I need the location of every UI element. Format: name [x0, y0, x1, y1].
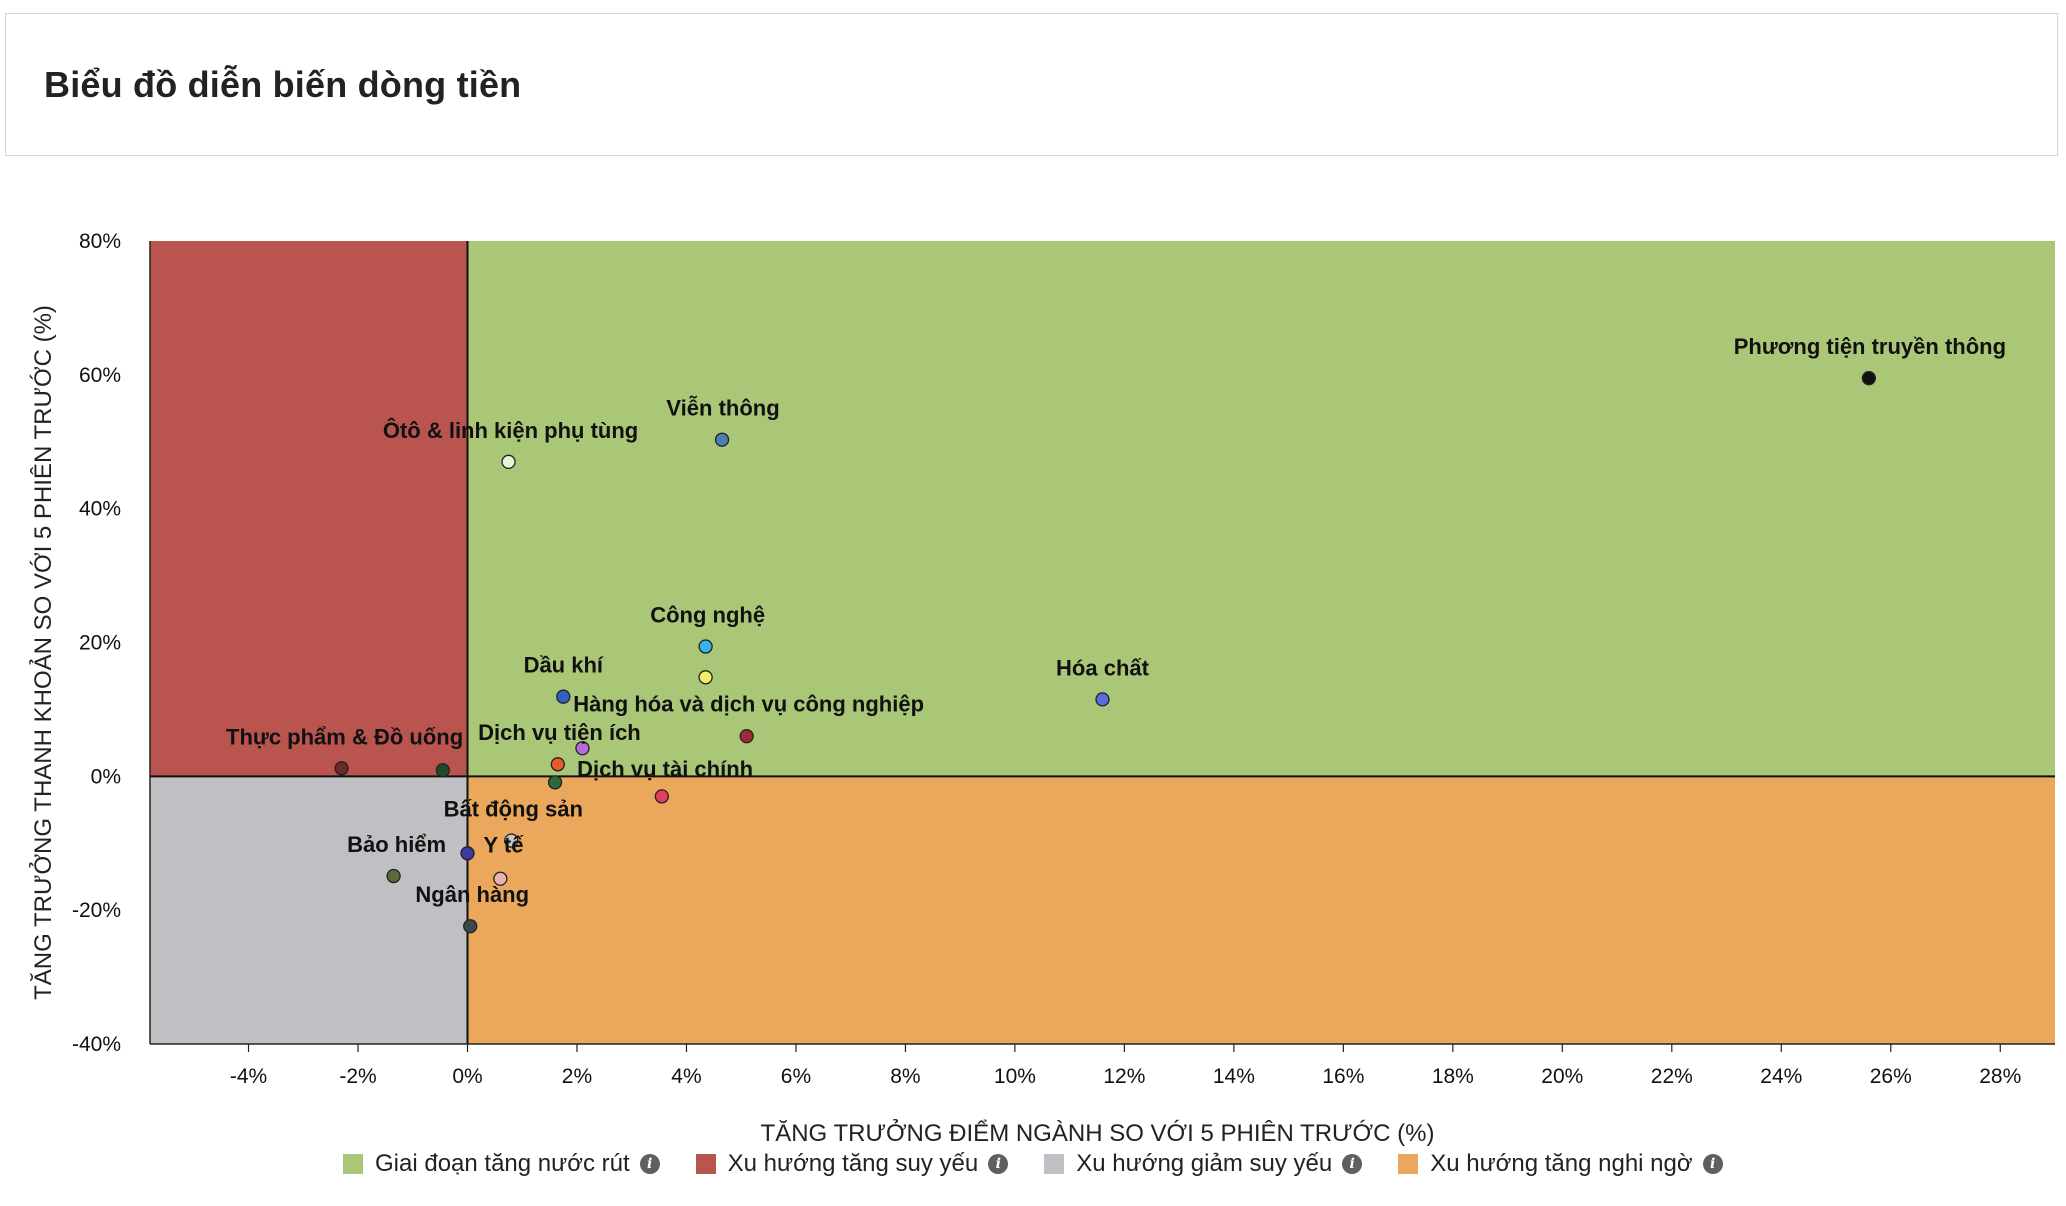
point-label: Bảo hiểm: [347, 832, 446, 857]
x-tick-label: 4%: [671, 1065, 701, 1088]
scatter-point[interactable]: [501, 454, 516, 469]
scatter-point[interactable]: [654, 789, 669, 804]
legend-label: Xu hướng tăng suy yếu: [727, 1150, 979, 1177]
point-label: Bất động sản: [444, 797, 583, 822]
x-tick-label: 2%: [562, 1065, 592, 1088]
legend-swatch: [695, 1154, 716, 1174]
x-tick-label: 10%: [994, 1065, 1036, 1088]
point-label: Thực phẩm & Đồ uống: [226, 724, 463, 749]
point-label: Dịch vụ tiện ích: [478, 720, 641, 745]
x-tick-label: 12%: [1103, 1065, 1145, 1088]
point-label: Phương tiện truyền thông: [1734, 334, 2006, 359]
x-axis-ticks: -4% -2% 0% 2% 4% 6% 8% 10% 12% 14% 16% 18% 20% 22% 24%…: [230, 1044, 2021, 1088]
scatter-point[interactable]: [550, 757, 565, 772]
legend-item-4[interactable]: Xu hướng tăng nghi ngờ i: [1398, 1150, 1723, 1178]
scatter-point[interactable]: [698, 639, 713, 654]
point-label: Dịch vụ tài chính: [577, 756, 753, 781]
scatter-point[interactable]: [463, 919, 478, 934]
scatter-point[interactable]: [1861, 371, 1877, 386]
page-title: Biểu đồ diễn biến dòng tiền: [44, 64, 522, 105]
legend-label: Xu hướng giảm suy yếu: [1076, 1150, 1333, 1177]
y-tick-label: 60%: [79, 364, 121, 387]
scatter-point[interactable]: [460, 846, 475, 861]
quadrant-3: [150, 776, 468, 1044]
x-tick-label: 24%: [1760, 1065, 1802, 1088]
point-label: Hàng hóa và dịch vụ công nghiệp: [573, 691, 924, 716]
x-tick-label: -4%: [230, 1065, 267, 1088]
quadrant-2: [150, 241, 468, 777]
info-icon[interactable]: i: [639, 1154, 660, 1174]
x-tick-label: 16%: [1322, 1065, 1364, 1088]
x-tick-label: 20%: [1541, 1065, 1583, 1088]
x-tick-label: 14%: [1213, 1065, 1255, 1088]
scatter-point[interactable]: [1095, 692, 1110, 707]
point-label: Dầu khí: [524, 653, 604, 678]
point-label: Ngân hàng: [415, 882, 529, 907]
x-axis-title: TĂNG TRƯỞNG ĐIỂM NGÀNH SO VỚI 5 PHIÊN TR…: [761, 1118, 1435, 1147]
scatter-point[interactable]: [435, 763, 451, 778]
legend-label: Xu hướng tăng nghi ngờ: [1430, 1150, 1693, 1177]
point-label: Viễn thông: [666, 396, 779, 421]
scatter-point[interactable]: [493, 871, 508, 886]
point-label: Công nghệ: [650, 603, 765, 628]
legend-item-2[interactable]: Xu hướng tăng suy yếu i: [695, 1150, 1009, 1178]
header-card: Biểu đồ diễn biến dòng tiền: [5, 13, 2058, 156]
chart-legend: Giai đoạn tăng nước rút i Xu hướng tăng su…: [343, 1150, 1759, 1178]
scatter-point[interactable]: [714, 432, 730, 447]
info-icon[interactable]: i: [1342, 1154, 1363, 1174]
y-tick-label: -40%: [72, 1033, 121, 1056]
legend-swatch: [343, 1154, 363, 1174]
legend-swatch: [1398, 1154, 1419, 1174]
y-tick-label: 20%: [79, 632, 121, 655]
legend-label: Giai đoạn tăng nước rút: [375, 1150, 630, 1177]
point-label: Hóa chất: [1056, 655, 1150, 680]
x-tick-label: 0%: [452, 1065, 482, 1088]
x-tick-label: 6%: [781, 1065, 811, 1088]
point-labels: Phương tiện truyền thông Viễn thông Ôtô & …: [226, 334, 2006, 907]
x-tick-label: 28%: [1979, 1065, 2021, 1088]
x-tick-label: 8%: [890, 1065, 920, 1088]
scatter-point[interactable]: [334, 761, 349, 776]
legend-item-3[interactable]: Xu hướng giảm suy yếu i: [1044, 1150, 1363, 1178]
x-tick-label: -2%: [339, 1065, 376, 1088]
y-axis-ticks: -40% -20% 0% 20% 40% 60% 80%: [72, 230, 121, 1056]
quadrant-1: [467, 241, 2055, 777]
scatter-point[interactable]: [575, 741, 590, 756]
y-tick-label: 0%: [91, 765, 121, 788]
point-label: Ôtô & linh kiện phụ tùng: [383, 418, 638, 443]
legend-swatch: [1044, 1154, 1065, 1174]
data-points: [334, 371, 1877, 934]
info-icon[interactable]: i: [988, 1154, 1009, 1174]
legend-item-1[interactable]: Giai đoạn tăng nước rút i: [343, 1150, 660, 1178]
info-icon[interactable]: i: [1702, 1154, 1723, 1174]
x-tick-label: 18%: [1432, 1065, 1474, 1088]
scatter-point[interactable]: [556, 689, 571, 704]
scatter-point[interactable]: [739, 729, 754, 744]
y-axis-title: TĂNG TRƯỞNG THANH KHOẢN SO VỚI 5 PHIÊN T…: [28, 305, 57, 1000]
x-tick-label: 22%: [1651, 1065, 1693, 1088]
y-tick-label: 80%: [79, 230, 121, 253]
scatter-point[interactable]: [698, 670, 713, 685]
y-tick-label: 40%: [79, 498, 121, 521]
quadrant-4: [467, 776, 2055, 1044]
scatter-point[interactable]: [386, 868, 401, 884]
x-tick-label: 26%: [1870, 1065, 1912, 1088]
scatter-point[interactable]: [504, 833, 519, 848]
scatter-point[interactable]: [547, 775, 563, 790]
y-tick-label: -20%: [72, 899, 121, 922]
point-label: Y tế: [484, 832, 525, 857]
quadrant-backgrounds: [150, 241, 2055, 1044]
